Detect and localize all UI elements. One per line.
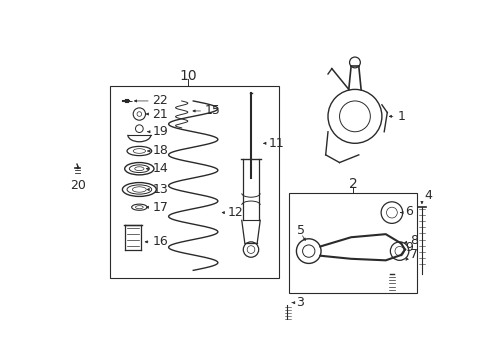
Text: 3: 3: [296, 296, 304, 309]
Text: 17: 17: [152, 201, 168, 214]
Text: 19: 19: [152, 125, 168, 138]
Text: 16: 16: [152, 235, 168, 248]
Bar: [289, 193, 416, 293]
Text: 15: 15: [204, 104, 220, 117]
Text: 5: 5: [297, 224, 305, 237]
Text: 8: 8: [409, 234, 418, 247]
Text: 7: 7: [409, 248, 418, 261]
Text: 11: 11: [268, 137, 284, 150]
Text: 20: 20: [70, 179, 85, 192]
Text: 4: 4: [424, 189, 431, 202]
Text: 12: 12: [227, 206, 243, 219]
Text: 6: 6: [404, 204, 412, 217]
Text: 10: 10: [179, 68, 196, 82]
Text: 13: 13: [152, 183, 168, 196]
Text: 18: 18: [152, 144, 168, 157]
Text: 1: 1: [396, 110, 405, 123]
Text: 9: 9: [404, 241, 412, 254]
Text: 22: 22: [152, 94, 168, 107]
Text: 2: 2: [348, 177, 357, 191]
Text: 14: 14: [152, 162, 168, 175]
Bar: [110, 86, 279, 278]
Text: 21: 21: [152, 108, 168, 121]
